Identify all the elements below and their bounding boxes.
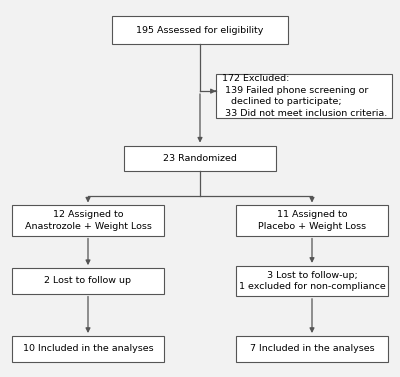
FancyBboxPatch shape bbox=[12, 336, 164, 362]
Text: 12 Assigned to
Anastrozole + Weight Loss: 12 Assigned to Anastrozole + Weight Loss bbox=[24, 210, 152, 231]
FancyBboxPatch shape bbox=[124, 146, 276, 171]
FancyBboxPatch shape bbox=[12, 268, 164, 294]
FancyBboxPatch shape bbox=[236, 205, 388, 236]
FancyBboxPatch shape bbox=[12, 205, 164, 236]
Text: 3 Lost to follow-up;
1 excluded for non-compliance: 3 Lost to follow-up; 1 excluded for non-… bbox=[239, 271, 385, 291]
FancyBboxPatch shape bbox=[236, 266, 388, 296]
FancyBboxPatch shape bbox=[216, 75, 392, 118]
Text: 10 Included in the analyses: 10 Included in the analyses bbox=[23, 344, 153, 353]
Text: 2 Lost to follow up: 2 Lost to follow up bbox=[44, 276, 132, 285]
Text: 172 Excluded:
 139 Failed phone screening or
   declined to participate;
 33 Did: 172 Excluded: 139 Failed phone screening… bbox=[222, 75, 387, 118]
Text: 195 Assessed for eligibility: 195 Assessed for eligibility bbox=[136, 26, 264, 35]
FancyBboxPatch shape bbox=[236, 336, 388, 362]
Text: 7 Included in the analyses: 7 Included in the analyses bbox=[250, 344, 374, 353]
FancyBboxPatch shape bbox=[112, 16, 288, 44]
Text: 11 Assigned to
Placebo + Weight Loss: 11 Assigned to Placebo + Weight Loss bbox=[258, 210, 366, 231]
Text: 23 Randomized: 23 Randomized bbox=[163, 154, 237, 163]
